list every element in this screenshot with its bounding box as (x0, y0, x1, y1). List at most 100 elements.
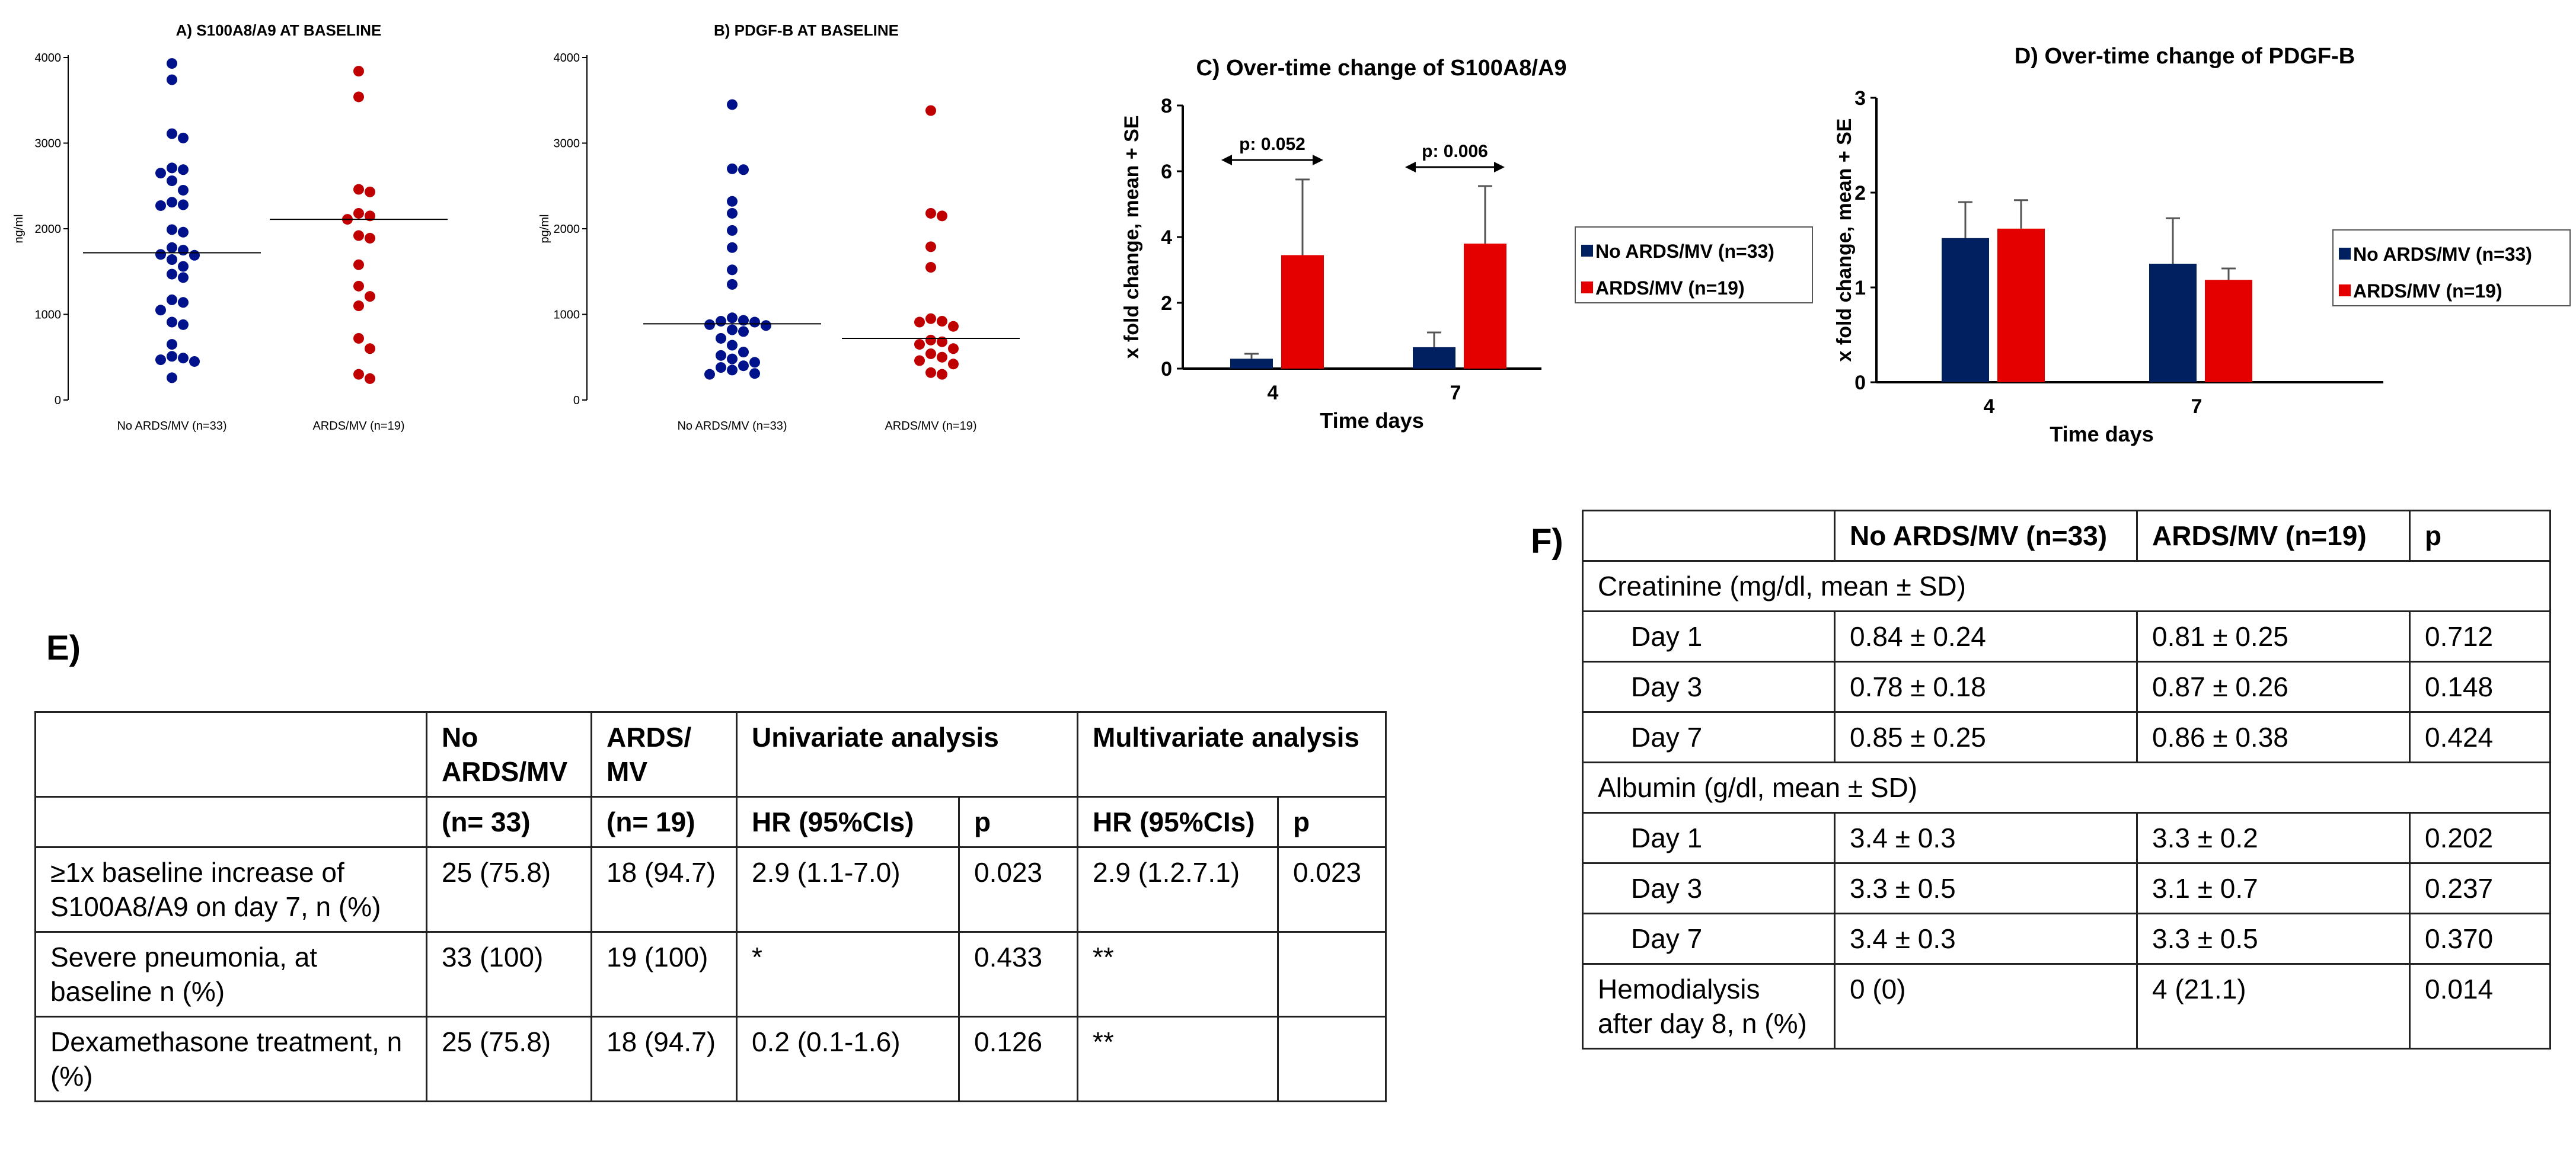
chart-a-s100a8a9-baseline: A) S100A8/A9 AT BASELINE 0 1000 2000 3000 400… (12, 21, 448, 433)
bar (1997, 228, 2045, 382)
legend-label: ARDS/MV (n=19) (1595, 277, 1745, 299)
x-category-label: No ARDS/MV (n=33) (677, 420, 787, 433)
data-point (365, 232, 375, 244)
table-e-head-multivariate: Multivariate analysis (1077, 711, 1387, 798)
data-point (167, 197, 177, 208)
table-cell: 18 (94.7) (590, 1016, 738, 1102)
table-e-label: E) (46, 629, 81, 667)
chart-title: C) Over-time change of S100A8/A9 (1196, 56, 1566, 81)
data-point (914, 355, 925, 366)
data-point (155, 305, 166, 316)
bar (1281, 255, 1324, 369)
table-cell: 2.9 (1.2.7.1) (1077, 846, 1279, 933)
data-point (178, 272, 189, 283)
data-point (727, 353, 738, 364)
table-cell: 0.2 (0.1-1.6) (736, 1016, 960, 1102)
data-point (925, 348, 936, 359)
data-point (914, 339, 925, 350)
table-f-head-no-ards: No ARDS/MV (n=33) (1834, 510, 2138, 562)
x-category-label: 4 (1984, 395, 1995, 418)
data-point (353, 91, 364, 103)
table-cell: 3.3 ± 0.2 (2136, 812, 2411, 864)
table-row: Severe pneumonia, at baseline n (%) 33 (… (34, 931, 1387, 1018)
data-point (727, 99, 738, 110)
chart-title: B) PDGF-B AT BASELINE (714, 21, 899, 39)
data-point (167, 372, 177, 383)
table-cell: 4 (21.1) (2136, 963, 2411, 1050)
y-tick-label: 0 (55, 394, 61, 407)
x-axis-label: Time days (1320, 408, 1423, 433)
data-point (353, 259, 364, 270)
table-e-hazard-analysis: No ARDS/MV ARDS/ MV Univariate analysis … (34, 711, 1387, 1102)
data-point (365, 343, 375, 354)
table-f-label: F) (1531, 522, 1563, 561)
arrow-head (1221, 155, 1232, 165)
data-point (178, 164, 189, 175)
table-cell: Severe pneumonia, at baseline n (%) (34, 931, 427, 1018)
table-cell: 0.023 (957, 846, 1079, 933)
table-e-subhead: HR (95%CIs) (736, 796, 960, 848)
data-point (925, 262, 936, 273)
bar (1942, 238, 1989, 382)
data-point (727, 207, 738, 219)
y-axis-label: ng/ml (12, 215, 25, 244)
table-row: Hemodialysis after day 8, n (%) 0 (0) 4 … (1582, 963, 2551, 1050)
table-row: Day 7 3.4 ± 0.3 3.3 ± 0.5 0.370 (1582, 913, 2551, 965)
bar (2149, 264, 2197, 382)
data-point (167, 58, 177, 69)
legend-box (2332, 229, 2571, 306)
y-tick-label: 6 (1161, 161, 1172, 183)
section-label: Albumin (g/dl, mean ± SD) (1582, 762, 2551, 814)
table-cell (1277, 1016, 1387, 1102)
legend-box (1575, 226, 1813, 303)
table-cell: 25 (75.8) (426, 846, 592, 933)
data-point (716, 362, 726, 373)
table-cell: 0.202 (2409, 812, 2551, 864)
chart-b-pdgfb-baseline: B) PDGF-B AT BASELINE 0 1000 2000 3000 4000 pg… (538, 21, 1020, 433)
table-e-subhead: HR (95%CIs) (1077, 796, 1279, 848)
table-e-subhead (34, 796, 427, 848)
data-point (738, 326, 749, 337)
x-category-label: 7 (2191, 395, 2202, 418)
chart-title: D) Over-time change of PDGF-B (2015, 44, 2355, 69)
bar (1413, 347, 1455, 369)
data-point (948, 321, 959, 332)
data-point (178, 132, 189, 143)
table-row: Day 3 3.3 ± 0.5 3.1 ± 0.7 0.237 (1582, 862, 2551, 914)
data-point (749, 357, 760, 368)
chart-title: A) S100A8/A9 AT BASELINE (176, 21, 382, 39)
legend-swatch (2339, 284, 2351, 296)
table-row: Day 3 0.78 ± 0.18 0.87 ± 0.26 0.148 (1582, 661, 2551, 713)
table-cell: ** (1077, 1016, 1279, 1102)
table-cell: Dexamethasone treatment, n (%) (34, 1016, 427, 1102)
y-tick-label: 2 (1161, 292, 1172, 315)
legend-swatch (2339, 248, 2351, 260)
table-cell: 2.9 (1.1-7.0) (736, 846, 960, 933)
table-cell: Day 3 (1582, 661, 1836, 713)
data-point (738, 360, 749, 372)
data-point (727, 324, 738, 335)
data-point (727, 279, 738, 290)
data-point (353, 230, 364, 241)
data-point (167, 224, 177, 235)
table-cell (1277, 931, 1387, 1018)
table-f-head-ards: ARDS/MV (n=19) (2136, 510, 2411, 562)
y-tick-label: 3 (1854, 87, 1866, 110)
table-e-head-empty (34, 711, 427, 798)
data-point (937, 210, 947, 222)
data-point (167, 316, 177, 328)
table-cell: 33 (100) (426, 931, 592, 1018)
table-cell: 0.86 ± 0.38 (2136, 711, 2411, 763)
data-point (727, 163, 738, 174)
data-point (738, 315, 749, 326)
table-cell: 0.81 ± 0.25 (2136, 610, 2411, 663)
table-row: Dexamethasone treatment, n (%) 25 (75.8)… (34, 1016, 1387, 1102)
y-tick-label: 2 (1854, 182, 1866, 204)
data-point (738, 164, 749, 175)
y-tick-label: 3000 (554, 137, 580, 151)
table-cell: 0.237 (2409, 862, 2551, 914)
data-point (178, 199, 189, 210)
data-point (761, 320, 771, 331)
data-point (948, 359, 959, 370)
y-tick-label: 8 (1161, 95, 1172, 117)
